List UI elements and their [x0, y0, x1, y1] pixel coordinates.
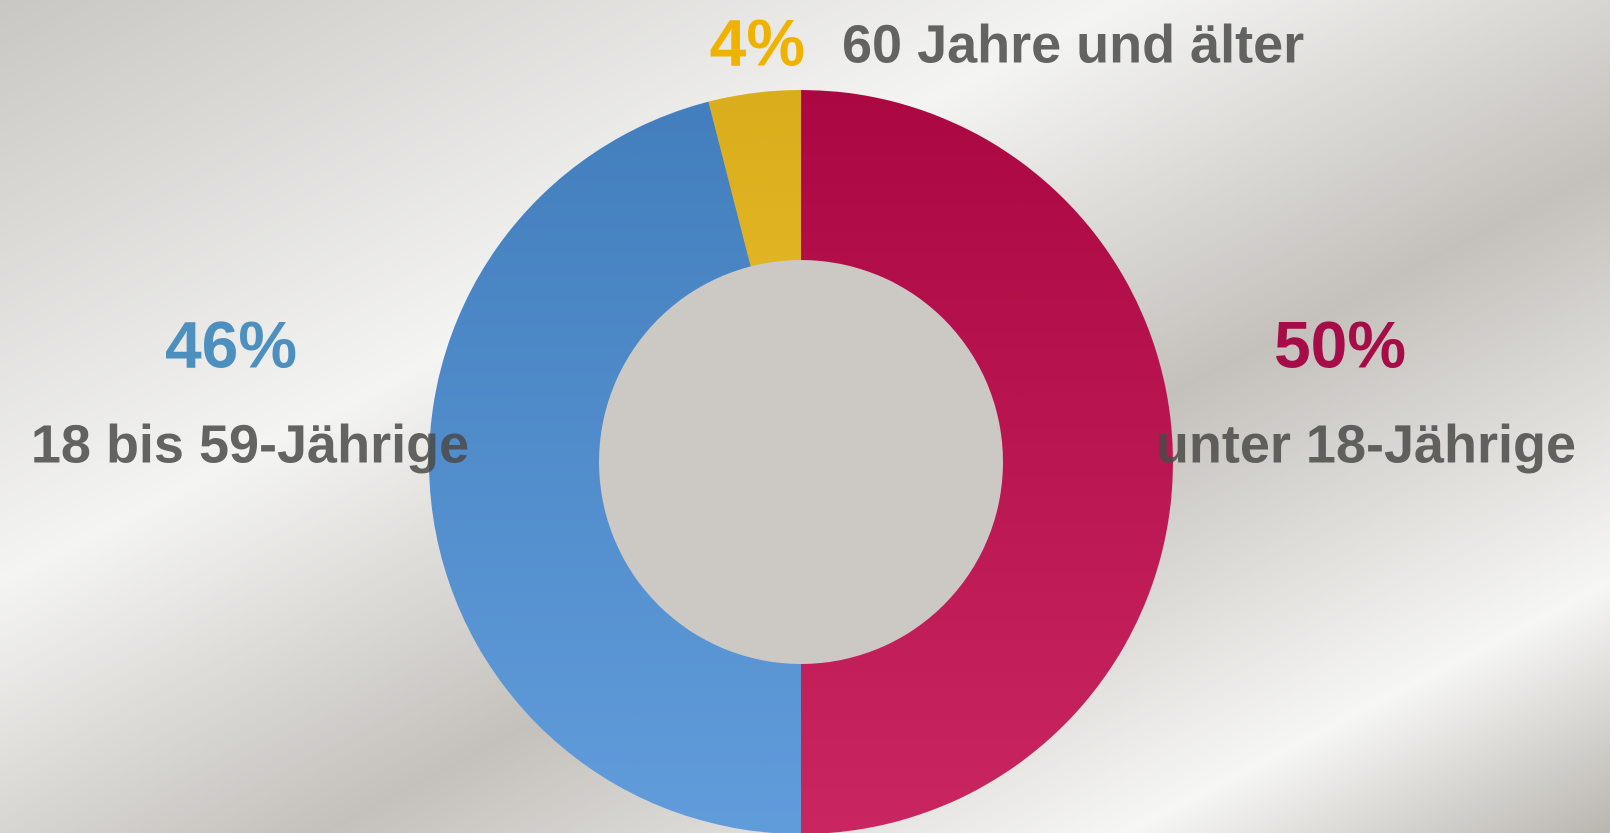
- value-label: 4%: [710, 5, 805, 79]
- donut-hole: [599, 260, 1003, 664]
- value-label: 50%: [1274, 307, 1406, 381]
- category-label: unter 18-Jährige: [1156, 414, 1576, 474]
- value-label: 46%: [165, 307, 297, 381]
- category-label: 60 Jahre und älter: [842, 14, 1304, 74]
- category-label: 18 bis 59-Jährige: [31, 414, 469, 474]
- labels: 50% unter 18-Jährige 46% 18 bis 59-Jährige 4…: [31, 5, 1576, 474]
